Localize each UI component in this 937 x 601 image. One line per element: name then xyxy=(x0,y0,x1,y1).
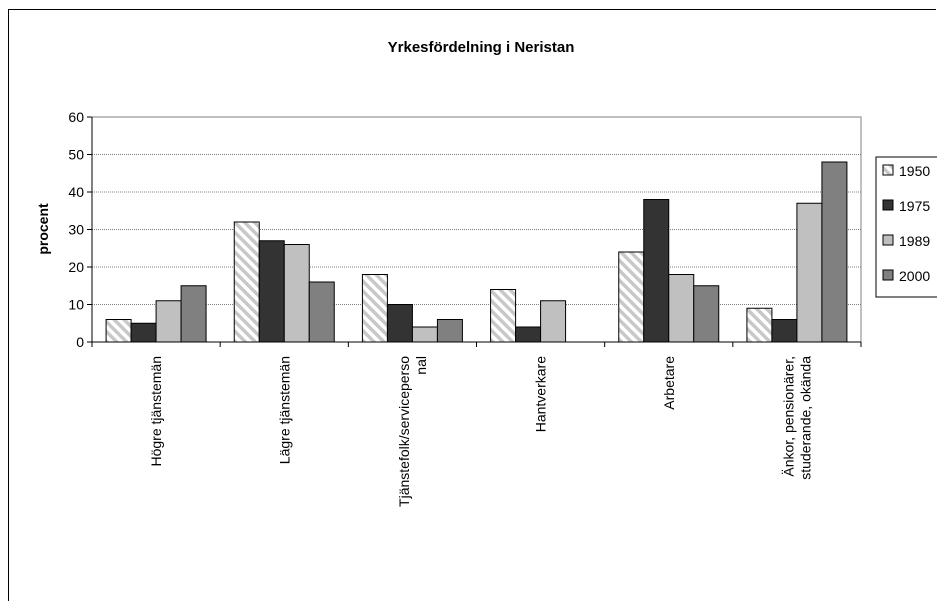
bar-2000 xyxy=(821,161,848,343)
bar-1950 xyxy=(361,274,388,343)
y-tick-label: 30 xyxy=(68,222,84,238)
category-label: Lägre tjänstemän xyxy=(276,356,292,464)
bars xyxy=(105,161,848,343)
category-label-line: nal xyxy=(413,356,429,375)
bar-1975 xyxy=(771,319,798,343)
bar-1950 xyxy=(490,289,517,343)
category-label-line: Lägre tjänstemän xyxy=(276,356,292,464)
category-label-line: Hantverkare xyxy=(533,356,549,432)
legend-swatch-1975 xyxy=(882,199,894,211)
category-label: Arbetare xyxy=(661,356,677,410)
bar-1975 xyxy=(643,199,670,343)
bar-1989 xyxy=(283,244,310,343)
bar-1989 xyxy=(796,202,823,343)
category-label-line: studerande, okända xyxy=(797,356,813,480)
bar-1989 xyxy=(411,326,438,343)
category-label-line: Änkor, pensionärer, xyxy=(780,356,796,477)
legend-label-1950: 1950 xyxy=(899,163,930,179)
bar-1975 xyxy=(130,322,157,343)
bar-1950 xyxy=(746,307,773,343)
bar-1975 xyxy=(386,304,413,343)
bar-1975 xyxy=(515,326,542,343)
category-label-line: Tjänstefolk/serviceperso xyxy=(396,356,412,507)
y-tick-label: 50 xyxy=(68,147,84,163)
y-tick-label: 60 xyxy=(68,109,84,125)
y-tick-label: 10 xyxy=(68,297,84,313)
category-label-line: Arbetare xyxy=(661,356,677,410)
legend-label-1975: 1975 xyxy=(899,198,930,214)
axes xyxy=(87,116,862,347)
bar-1989 xyxy=(155,300,182,343)
bar-2000 xyxy=(436,319,463,343)
legend-label-1989: 1989 xyxy=(899,233,930,249)
y-tick-labels: 0 10 20 30 40 50 60 xyxy=(68,109,84,350)
y-axis-label: procent xyxy=(35,203,51,255)
category-label: Högre tjänstemän xyxy=(148,356,164,467)
bar-1950 xyxy=(105,319,132,343)
legend-swatch-1950 xyxy=(882,164,894,176)
legend-swatch-2000 xyxy=(882,269,894,281)
legend: 1950 1975 1989 2000 xyxy=(875,156,937,298)
y-tick-label: 40 xyxy=(68,184,84,200)
chart-title: Yrkesfördelning i Neristan xyxy=(388,39,575,56)
category-label: Änkor, pensionärer, studerande, okända xyxy=(780,356,813,480)
bar-1975 xyxy=(258,240,285,343)
bar-2000 xyxy=(693,285,720,343)
category-label: Hantverkare xyxy=(533,356,549,432)
gridlines xyxy=(92,116,861,305)
bar-2000 xyxy=(308,281,335,343)
category-label-line: Högre tjänstemän xyxy=(148,356,164,467)
legend-label-2000: 2000 xyxy=(899,268,930,284)
legend-swatch-1989 xyxy=(882,234,894,246)
legend-box xyxy=(875,156,937,298)
bar-1989 xyxy=(668,274,695,343)
category-label: Tjänstefolk/serviceperso nal xyxy=(396,356,429,507)
bar-1989 xyxy=(540,300,567,343)
y-tick-label: 0 xyxy=(76,334,84,350)
y-tick-label: 20 xyxy=(68,259,84,275)
bar-2000 xyxy=(180,285,207,343)
category-labels: Högre tjänstemän Lägre tjänstemän Tjänstef… xyxy=(148,356,813,507)
bar-1950 xyxy=(618,251,645,343)
bar-1950 xyxy=(233,221,260,343)
